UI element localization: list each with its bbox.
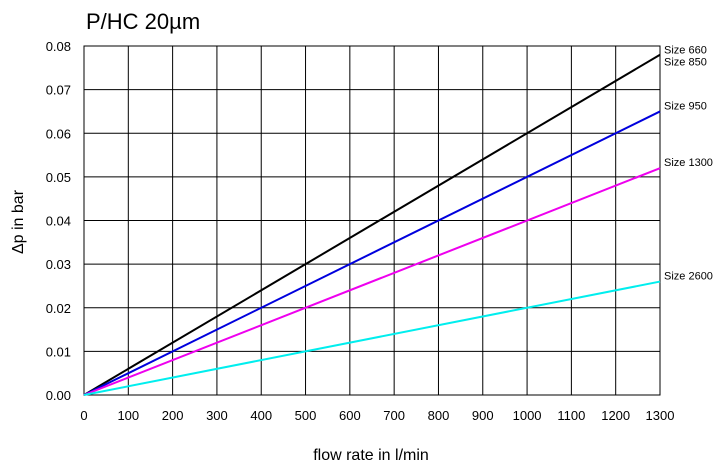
x-tick-label: 1200 [601, 408, 630, 423]
y-axis-label: Δp in bar [10, 189, 27, 254]
series-label: Size 1300 [664, 157, 713, 169]
x-tick-labels: 0 100 200 300 400 500 600 700 800 900 1000 1100 1200… [80, 408, 674, 423]
series-label: Size 660 [664, 45, 707, 57]
y-tick-label: 0.05 [46, 170, 71, 185]
x-tick-label: 800 [428, 408, 450, 423]
x-tick-label: 300 [206, 408, 228, 423]
series-line [83, 167, 661, 396]
series-lines [83, 53, 661, 396]
series-line [83, 53, 661, 396]
y-tick-label: 0.07 [46, 83, 71, 98]
x-tick-label: 200 [162, 408, 184, 423]
x-tick-label: 1100 [557, 408, 585, 423]
chart-title: P/HC 20µm [86, 9, 200, 34]
y-tick-label: 0.01 [46, 344, 71, 359]
plot-frame [83, 45, 661, 396]
x-tick-label: 900 [472, 408, 494, 423]
x-tick-label: 0 [80, 408, 87, 423]
series-label: Size 950 [664, 100, 707, 112]
series-label: Size 2600 [664, 271, 713, 283]
y-tick-label: 0.02 [46, 301, 71, 316]
y-tick-label: 0.00 [46, 388, 71, 403]
x-tick-label: 400 [250, 408, 272, 423]
x-tick-label: 100 [117, 408, 139, 423]
grid [83, 45, 661, 396]
x-tick-label: 1300 [646, 408, 675, 423]
x-axis-label: flow rate in l/min [313, 447, 429, 464]
y-tick-label: 0.06 [46, 126, 71, 141]
y-tick-label: 0.08 [46, 39, 71, 54]
y-tick-label: 0.04 [46, 214, 71, 229]
x-tick-label: 500 [295, 408, 317, 423]
series-line [83, 110, 661, 396]
y-tick-label: 0.03 [46, 257, 71, 272]
x-tick-label: 600 [339, 408, 361, 423]
series-label: Size 850 [664, 57, 707, 69]
x-tick-label: 700 [383, 408, 405, 423]
x-tick-label: 1000 [513, 408, 542, 423]
series-line [83, 280, 661, 396]
y-tick-labels: 0.00 0.01 0.02 0.03 0.04 0.05 0.06 0.07 0.08 [46, 39, 71, 403]
